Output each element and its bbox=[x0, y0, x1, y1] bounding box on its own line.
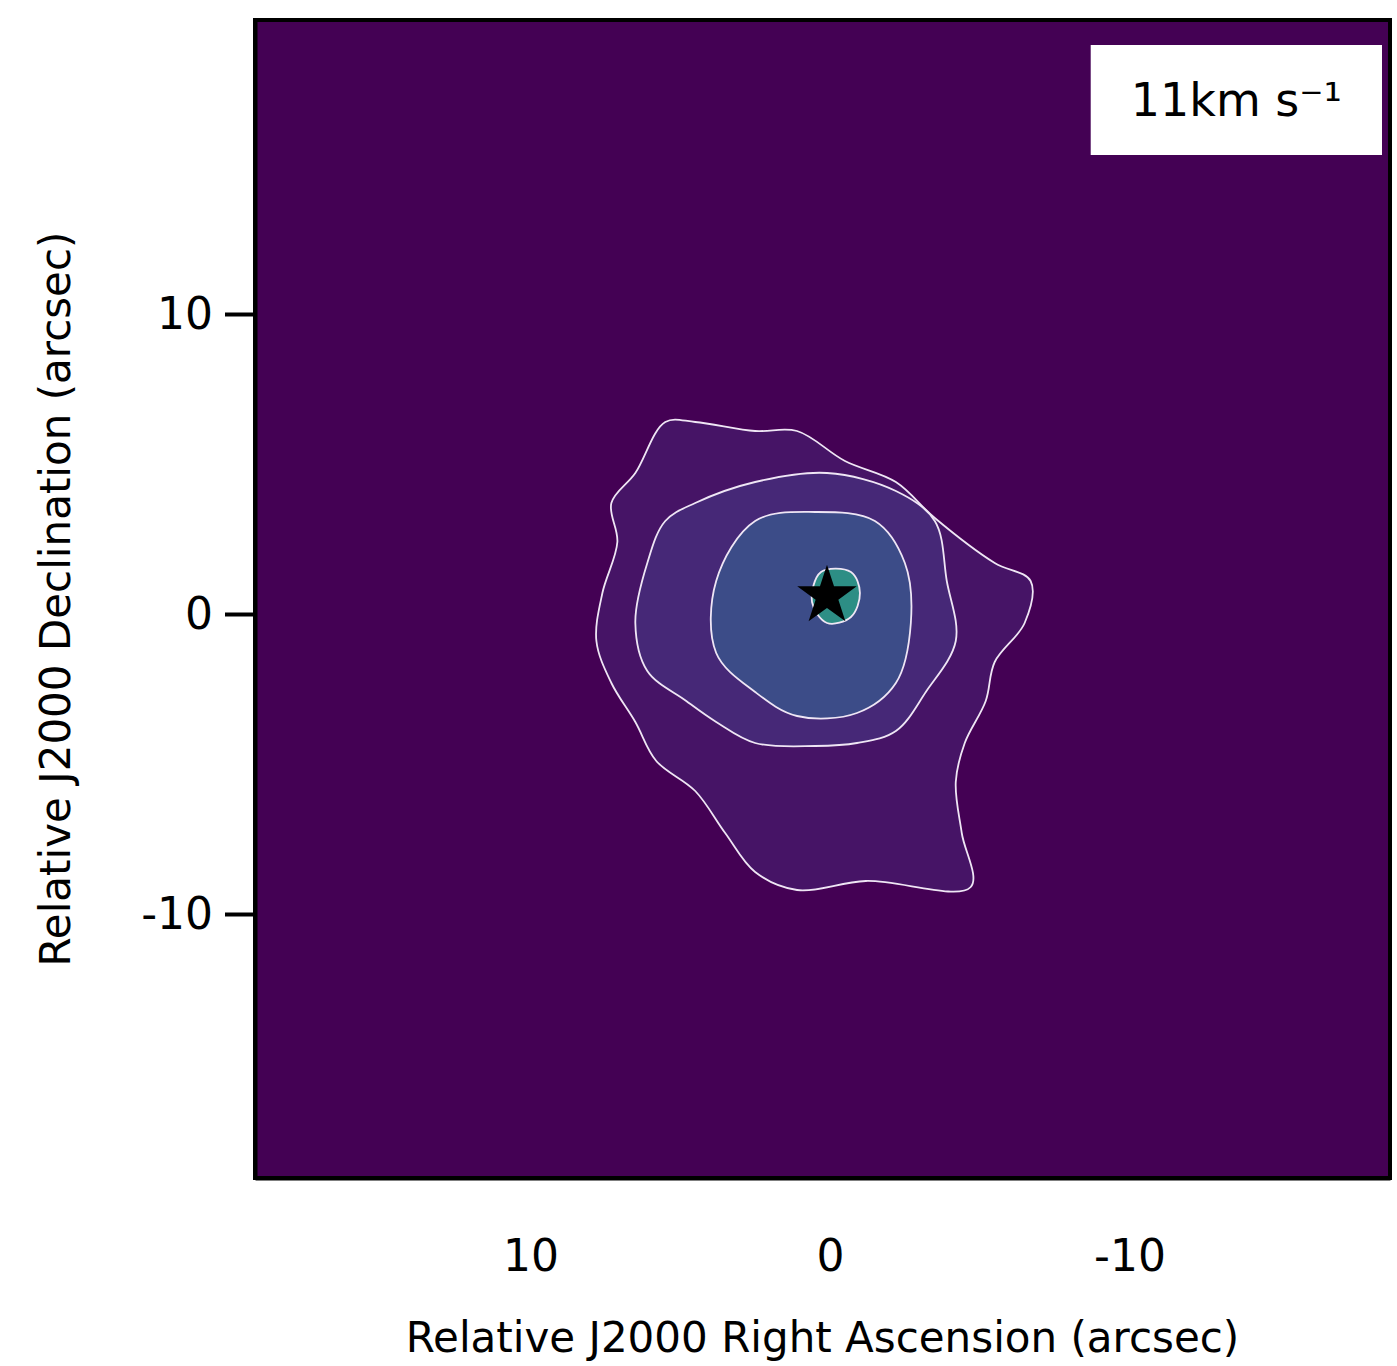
x-tick: 0 bbox=[816, 1178, 844, 1281]
x-tick-label: 0 bbox=[816, 1230, 844, 1281]
contour bbox=[596, 420, 1033, 892]
y-tick-label: -10 bbox=[141, 888, 213, 939]
x-tick: -10 bbox=[1094, 1178, 1166, 1281]
x-axis-title: Relative J2000 Right Ascension (arcsec) bbox=[406, 1313, 1239, 1362]
annotation: 11km s⁻¹ bbox=[1091, 45, 1382, 155]
y-tick: -10 bbox=[141, 888, 255, 939]
source-marker bbox=[797, 565, 857, 622]
contour bbox=[635, 473, 956, 747]
plot-frame bbox=[255, 20, 1390, 1178]
y-tick-mark bbox=[225, 313, 255, 317]
y-tick: 10 bbox=[157, 288, 255, 339]
contour bbox=[711, 512, 912, 719]
x-tick: 10 bbox=[503, 1178, 559, 1281]
y-tick-label: 0 bbox=[185, 588, 213, 639]
y-axis-line bbox=[254, 21, 258, 1179]
annotation-text: 11km s⁻¹ bbox=[1131, 73, 1342, 127]
y-tick: 0 bbox=[185, 588, 255, 639]
x-tick-label: -10 bbox=[1094, 1230, 1166, 1281]
figure: 10 0 -10 10 0 -10 Relative J2000 Right Ascensi… bbox=[0, 0, 1397, 1366]
annotation-box bbox=[1091, 45, 1382, 155]
map-background bbox=[255, 20, 1390, 1178]
x-axis-line bbox=[256, 1177, 1391, 1181]
y-tick-mark bbox=[225, 613, 255, 617]
x-tick-label: 10 bbox=[503, 1230, 559, 1281]
y-axis: 10 0 -10 bbox=[141, 21, 255, 1179]
y-axis-title: Relative J2000 Declination (arcsec) bbox=[31, 232, 80, 967]
plot-area bbox=[596, 420, 1033, 892]
y-tick-label: 10 bbox=[157, 288, 213, 339]
x-axis: 10 0 -10 bbox=[256, 1178, 1391, 1281]
y-tick-mark bbox=[225, 913, 255, 917]
